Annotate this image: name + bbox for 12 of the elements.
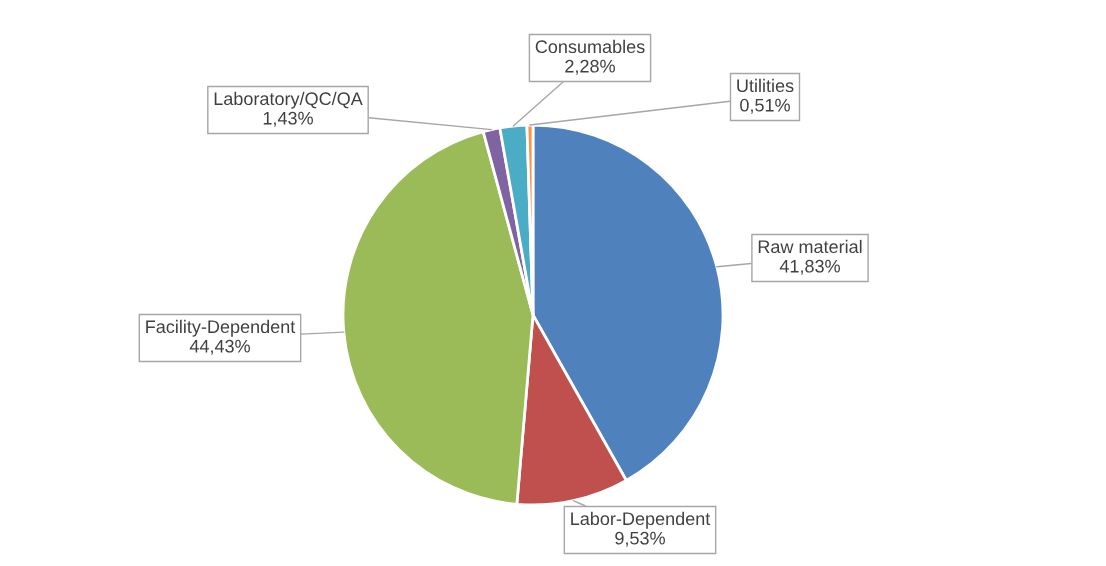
- data-label: 1,43%: [263, 111, 313, 127]
- data-label: 0,51%: [740, 98, 790, 114]
- data-label: 44,43%: [189, 339, 250, 355]
- data-label: 2,28%: [565, 59, 615, 75]
- slice-label: Laboratory/QC/QA: [214, 91, 363, 109]
- data-label: 9,53%: [615, 531, 665, 547]
- slice-label: Facility-Dependent: [146, 319, 296, 337]
- slice-label: Labor-Dependent: [571, 511, 711, 529]
- data-label: 41,83%: [779, 259, 840, 275]
- slice-label: Consumables: [535, 39, 645, 54]
- slice-label: Utilities: [737, 78, 794, 93]
- slice-label: Raw material: [758, 239, 862, 254]
